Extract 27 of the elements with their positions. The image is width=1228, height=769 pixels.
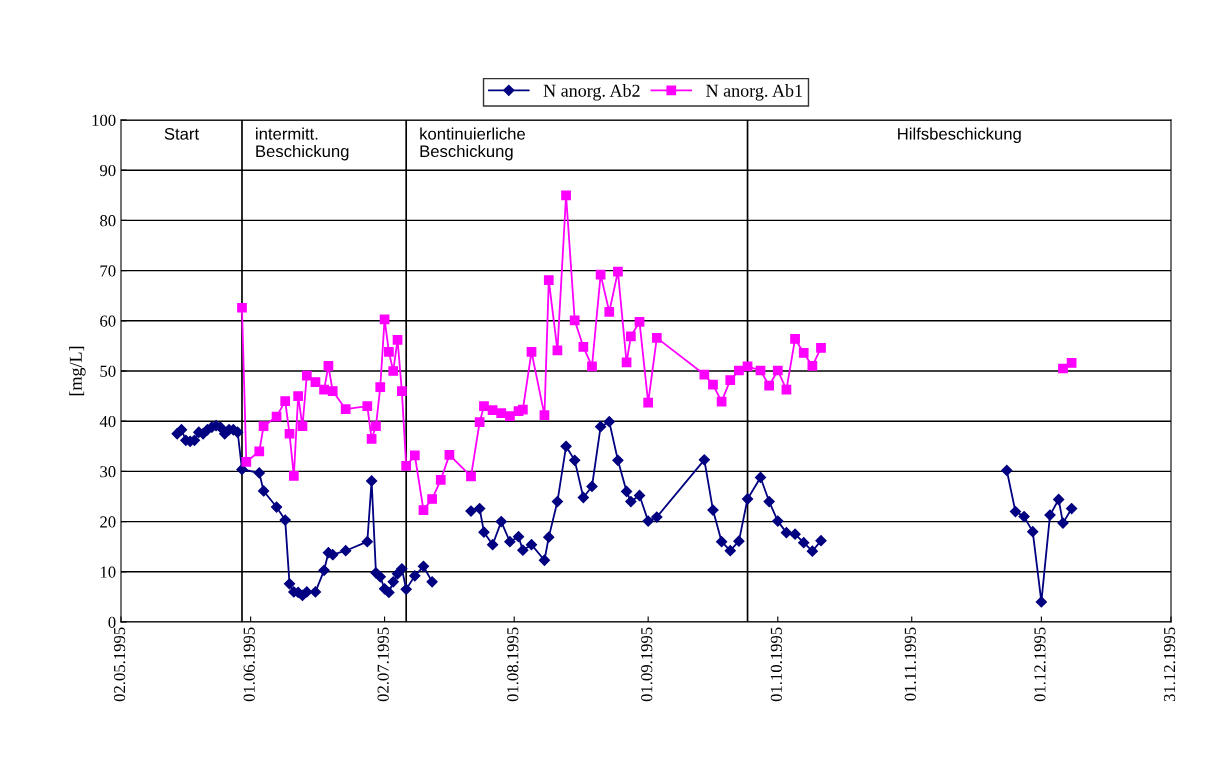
y-tick-label: 50: [100, 365, 116, 377]
legend-label: N anorg. Ab1: [706, 84, 802, 101]
y-tick-label: 60: [100, 315, 116, 327]
y-tick-label: 20: [100, 516, 116, 528]
x-tick-label: 01.12.1995: [1034, 627, 1046, 702]
x-tick-label: 01.09.1995: [641, 627, 653, 702]
x-tick-label: 01.11.1995: [904, 627, 916, 701]
y-tick-label: 90: [100, 164, 116, 177]
annotation: intermitt. Beschickung: [256, 127, 349, 161]
x-tick-label: 02.07.1995: [377, 627, 389, 702]
y-tick-label: 0: [108, 616, 116, 628]
y-tick-label: 30: [100, 466, 116, 478]
y-tick-label: 100: [92, 114, 116, 126]
y-tick-label: 70: [100, 265, 116, 277]
annotation: Start: [164, 127, 199, 140]
legend-label: N anorg. Ab2: [543, 84, 640, 101]
y-tick-label: 10: [100, 566, 116, 578]
x-tick-label: 02.05.1995: [113, 627, 126, 702]
y-tick-label: 40: [99, 415, 116, 428]
x-tick-label: 31.12.1995: [1163, 627, 1176, 702]
x-tick-label: 01.06.1995: [243, 627, 255, 702]
y-tick-label: 80: [100, 215, 116, 227]
y-axis-title: [mg/L]: [69, 346, 86, 396]
annotation: kontinuierliche Beschickung: [420, 127, 525, 161]
x-tick-label: 01.08.1995: [507, 627, 519, 702]
x-tick-label: 01.10.1995: [770, 627, 783, 702]
annotation: Hilfsbeschickung: [898, 127, 1021, 144]
